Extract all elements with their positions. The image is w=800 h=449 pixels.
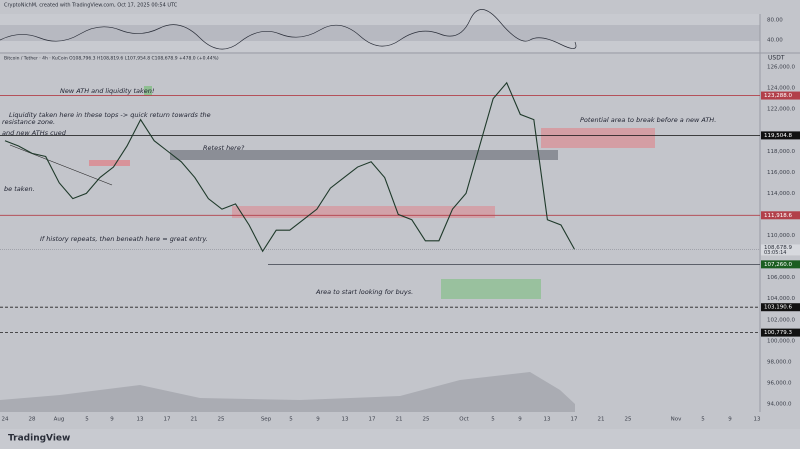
x-tick-label: 9 <box>518 417 522 423</box>
x-tick-label: 25 <box>423 417 430 423</box>
x-tick-label: 5 <box>85 417 89 423</box>
level-tag <box>761 328 800 337</box>
annotation: Liquidity taken here in these tops -> qu… <box>9 111 211 119</box>
zone <box>441 279 541 299</box>
annotation: Potential area to break before a new ATH… <box>580 116 716 124</box>
symbol: Bitcoin / Tether · 4h · KuCoin O108,796.… <box>4 56 219 62</box>
x-tick-label: Nov <box>671 417 682 423</box>
x-tick-label: 21 <box>396 417 403 423</box>
x-tick-label: Oct <box>459 417 469 423</box>
x-tick-label: 17 <box>571 417 578 423</box>
credit: CryptoNichM, created with TradingView.co… <box>4 3 178 9</box>
rsi-tick-label: 40.00 <box>767 38 783 44</box>
y-tick-label: 98,000.0 <box>767 359 792 365</box>
x-tick-label: Sep <box>261 417 272 423</box>
annotation: Retest here? <box>203 144 245 152</box>
brand[interactable]: TradingView <box>8 434 70 444</box>
annotation: resistance zone. <box>2 118 55 126</box>
x-tick-label: Aug <box>54 417 65 423</box>
y-tick-label: 110,000.0 <box>767 233 795 239</box>
y-tick-label: 116,000.0 <box>767 170 795 176</box>
x-tick-label: 5 <box>701 417 705 423</box>
y-tick-label: 124,000.0 <box>767 86 795 92</box>
x-tick-label: 5 <box>289 417 293 423</box>
volume <box>0 372 575 412</box>
annotation: Area to start looking for buys. <box>315 288 413 296</box>
y-tick-label: 118,000.0 <box>767 149 795 155</box>
level-label: 107,260.0 <box>764 262 792 268</box>
annotation: and new ATHs cued <box>2 129 67 137</box>
last-label: 108,678.9 <box>764 245 792 251</box>
y-tick-label: 94,000.0 <box>767 402 792 408</box>
rsi-tick-label: 80.00 <box>767 18 783 24</box>
level-tag <box>761 91 800 100</box>
level-label: 119,504.8 <box>764 133 792 139</box>
rsi-band <box>0 25 760 41</box>
level-tag <box>761 211 800 220</box>
x-tick-label: 9 <box>316 417 320 423</box>
x-tick-label: 25 <box>218 417 225 423</box>
x-tick-label: 17 <box>164 417 171 423</box>
level-tag <box>761 260 800 269</box>
last-timer: 03:05:14 <box>764 250 786 256</box>
zone <box>232 206 495 218</box>
price-line <box>4 81 576 253</box>
x-tick-label: 13 <box>544 417 551 423</box>
level-label: 123,288.0 <box>764 93 792 99</box>
level-label: 111,918.6 <box>764 213 792 219</box>
x-tick-label: 28 <box>29 417 36 423</box>
y-tick-label: 104,000.0 <box>767 296 795 302</box>
x-tick-label: 21 <box>598 417 605 423</box>
annotation: be taken. <box>4 185 35 193</box>
zone <box>541 128 655 148</box>
level-tag <box>761 303 800 312</box>
x-tick-label: 24 <box>2 417 9 423</box>
rsi-line <box>0 9 577 50</box>
x-tick-label: 13 <box>137 417 144 423</box>
zone <box>170 150 558 160</box>
y-tick-label: 102,000.0 <box>767 317 795 323</box>
x-tick-label: 9 <box>110 417 114 423</box>
level-label: 100,779.3 <box>764 330 792 336</box>
zone <box>89 160 130 166</box>
x-tick-label: 25 <box>625 417 632 423</box>
y-tick-label: 106,000.0 <box>767 275 795 281</box>
x-tick-label: 13 <box>754 417 761 423</box>
y-tick-label: 114,000.0 <box>767 191 795 197</box>
trendline <box>9 144 113 186</box>
y-tick-label: 126,000.0 <box>767 65 795 71</box>
level-label: 103,190.6 <box>764 305 792 311</box>
level-tag <box>761 131 800 140</box>
x-tick-label: 13 <box>342 417 349 423</box>
last-tag <box>761 244 800 256</box>
annotation: New ATH and liquidity taken! <box>60 87 155 95</box>
y-tick-label: 122,000.0 <box>767 107 795 113</box>
x-tick-label: 21 <box>191 417 198 423</box>
x-tick-label: 17 <box>369 417 376 423</box>
zone <box>144 86 152 96</box>
y-tick-label: 96,000.0 <box>767 380 792 386</box>
y-tick-label: 100,000.0 <box>767 338 795 344</box>
currency: USDT <box>768 55 785 62</box>
x-tick-label: 5 <box>491 417 495 423</box>
annotation: If history repeats, then beneath here = … <box>40 235 208 243</box>
footer-bar <box>0 429 800 449</box>
x-tick-label: 9 <box>728 417 732 423</box>
